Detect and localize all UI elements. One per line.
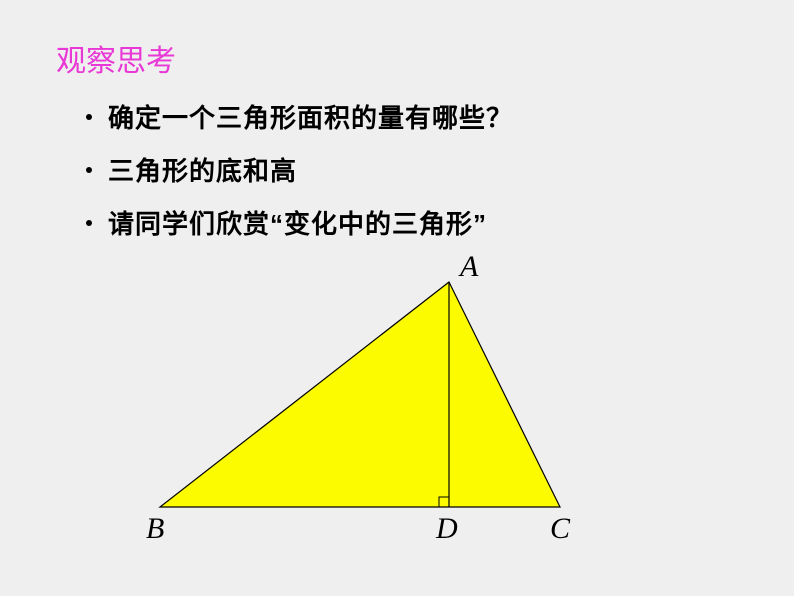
bullet-marker (86, 220, 92, 226)
vertex-label-a: A (460, 250, 478, 284)
slide-title: 观察思考 (56, 36, 176, 80)
triangle-shape (160, 282, 560, 507)
vertex-label-b: B (146, 512, 164, 546)
vertex-label-d: D (436, 512, 458, 546)
bullet-text: 确定一个三角形面积的量有哪些？ (108, 98, 513, 135)
bullet-list: 确定一个三角形面积的量有哪些？ 三角形的底和高 请同学们欣赏“变化中的三角形” (86, 98, 513, 257)
bullet-marker (86, 114, 92, 120)
bullet-item: 确定一个三角形面积的量有哪些？ (86, 98, 513, 135)
bullet-item: 三角形的底和高 (86, 151, 513, 188)
triangle-svg (150, 272, 650, 572)
bullet-text: 三角形的底和高 (108, 151, 297, 188)
bullet-text: 请同学们欣赏“变化中的三角形” (108, 204, 487, 241)
vertex-label-c: C (550, 512, 570, 546)
bullet-marker (86, 167, 92, 173)
triangle-diagram: A B C D (150, 272, 650, 572)
bullet-item: 请同学们欣赏“变化中的三角形” (86, 204, 513, 241)
